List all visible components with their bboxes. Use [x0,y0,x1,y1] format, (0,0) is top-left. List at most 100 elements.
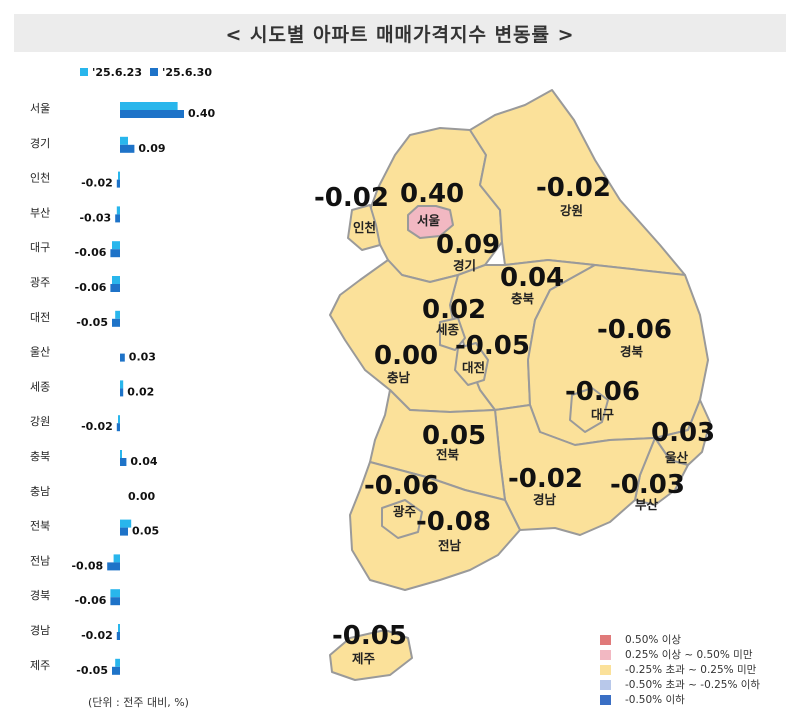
page-title: < 시도별 아파트 매매가격지수 변동률 > [14,14,786,52]
bar [115,658,120,667]
legend-label: 0.50% 이상 [625,634,682,646]
map-value-gwangju: -0.06 [364,471,439,501]
category-label: 서울 [30,102,50,115]
map-value-incheon: -0.02 [314,183,389,213]
data-label: 0.09 [138,142,165,155]
legend-item: 0.50% 이상 [600,632,760,647]
data-label: 0.02 [127,385,154,398]
legend-label: 0.25% 이상 ~ 0.50% 미만 [625,649,753,661]
category-label: 대구 [30,241,50,254]
bar [120,144,135,153]
legend-label: '25.6.23 [92,66,142,79]
korea-map: -0.02 인천 0.40 서울 0.09 경기 -0.02 강원 0.04 충… [314,89,715,681]
unit-note: (단위 : 전주 대비, %) [88,696,189,709]
data-label: 0.05 [132,525,159,538]
category-label: 충북 [30,450,50,463]
category-label: 경북 [30,589,50,602]
map-value-gyeonggi: 0.09 [436,230,500,260]
map-name-gyeonggi: 경기 [453,258,476,273]
map-name-gyeongnam: 경남 [533,492,557,507]
category-label: 전북 [30,520,50,533]
legend-label: -0.50% 초과 ~ -0.25% 이하 [625,679,761,691]
map-value-seoul: 0.40 [400,179,464,209]
data-label: -0.05 [76,316,108,329]
category-label: 전남 [30,554,50,567]
map-value-jeonbuk: 0.05 [422,421,486,451]
legend-swatch [80,68,88,76]
bar [120,136,128,145]
map-name-chungbuk: 충북 [511,291,535,306]
bar [120,450,122,458]
bar [118,171,120,180]
map-legend: 0.50% 이상 0.25% 이상 ~ 0.50% 미만 -0.25% 초과 ~… [600,632,760,707]
data-label: 0.03 [129,351,156,364]
bar [113,554,120,563]
map-value-gangwon: -0.02 [536,173,611,203]
bar [116,632,120,640]
bar [120,380,124,389]
region-incheon [347,204,381,251]
data-label: -0.02 [81,629,113,642]
legend-swatch [600,664,611,675]
map-name-ulsan: 울산 [665,450,689,465]
legend-label: '25.6.30 [162,66,212,79]
bar [120,388,124,397]
category-label: 광주 [30,276,50,289]
bar [118,624,120,632]
bar [110,284,120,292]
category-label: 울산 [30,346,50,359]
map-name-jeonbuk: 전북 [436,447,460,462]
map-name-sejong: 세종 [436,322,460,337]
category-label: 부산 [30,206,50,219]
region-jeju [329,629,413,681]
data-label: -0.02 [81,177,113,190]
region-sejong [439,317,466,351]
category-label: 강원 [30,415,50,428]
bar [120,110,184,118]
legend-item: -0.25% 초과 ~ 0.25% 미만 [600,662,760,677]
category-label: 제주 [30,659,50,672]
legend-swatch [600,649,611,660]
map-value-busan: -0.03 [610,470,685,500]
legend-swatch [600,634,611,645]
bar [110,597,120,606]
map-name-gwangju: 광주 [393,504,417,519]
bar [107,562,120,571]
bar [110,589,120,598]
bar [116,179,120,188]
data-label: 0.00 [128,490,155,503]
map-labels: -0.02 인천 0.40 서울 0.09 경기 -0.02 강원 0.04 충… [314,173,715,666]
data-label: 0.40 [188,107,215,120]
region-jeonnam [349,461,521,591]
legend-item: -0.50% 초과 ~ -0.25% 이하 [600,677,760,692]
map-name-jeonnam: 전남 [438,538,462,553]
map-name-gyeongbuk: 경북 [620,344,644,359]
bar [120,353,125,362]
region-seoul [407,205,454,239]
map-name-jeju: 제주 [352,651,376,666]
map-value-chungnam: 0.00 [374,341,438,371]
category-label: 대전 [30,311,50,324]
bar [112,666,120,675]
bar [115,310,120,319]
bar [120,458,127,466]
category-label: 경기 [30,137,50,150]
bar [112,241,120,250]
map-value-chungbuk: 0.04 [500,263,564,293]
map-value-jeju: -0.05 [332,621,407,651]
data-label: -0.08 [71,559,103,572]
map-value-gyeongbuk: -0.06 [597,315,672,345]
legend-item: 0.25% 이상 ~ 0.50% 미만 [600,647,760,662]
map-name-busan: 부산 [635,497,659,512]
bar [110,249,120,258]
bar-chart: '25.6.23 '25.6.30 서울 0.40 경기 0.09 인천 -0.02 부산 -0.… [30,66,215,677]
bar [120,519,132,528]
map-value-jeonnam: -0.08 [416,507,491,537]
region-daejeon [454,342,489,386]
map-regions [329,89,711,681]
bar [120,102,178,110]
data-label: -0.06 [75,246,107,259]
map-name-gangwon: 강원 [560,203,583,218]
legend-swatch [600,679,611,690]
map-name-incheon: 인천 [353,220,376,235]
